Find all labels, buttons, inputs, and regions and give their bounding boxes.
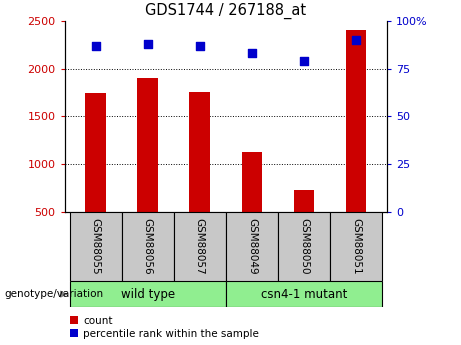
Bar (137, 78, 158, 212)
Point (92, 43, 100, 48)
Point (300, 58, 307, 64)
Text: GSM88049: GSM88049 (247, 218, 257, 275)
Bar (70, 281, 226, 307)
Bar (346, 30, 366, 212)
Point (144, 41, 152, 47)
Text: GSM88055: GSM88055 (91, 218, 101, 275)
Text: wild type: wild type (121, 288, 175, 300)
Text: GSM88051: GSM88051 (351, 218, 361, 275)
Text: csn4-1 mutant: csn4-1 mutant (261, 288, 347, 300)
Bar (278, 212, 330, 281)
Text: GSM88050: GSM88050 (299, 218, 309, 275)
Bar (189, 91, 210, 212)
Text: GSM88056: GSM88056 (143, 218, 153, 275)
Text: GSM88057: GSM88057 (195, 218, 205, 275)
Bar (242, 152, 262, 212)
Bar (70, 212, 122, 281)
Point (196, 43, 204, 48)
Bar (85, 93, 106, 212)
Point (352, 37, 360, 43)
Legend: count, percentile rank within the sample: count, percentile rank within the sample (70, 316, 259, 339)
Text: genotype/variation: genotype/variation (5, 289, 104, 299)
Bar (226, 281, 382, 307)
Bar (294, 190, 314, 212)
Bar (174, 212, 226, 281)
Bar (122, 212, 174, 281)
Point (248, 50, 255, 56)
Bar (226, 212, 278, 281)
Title: GDS1744 / 267188_at: GDS1744 / 267188_at (145, 3, 307, 19)
Bar (330, 212, 382, 281)
